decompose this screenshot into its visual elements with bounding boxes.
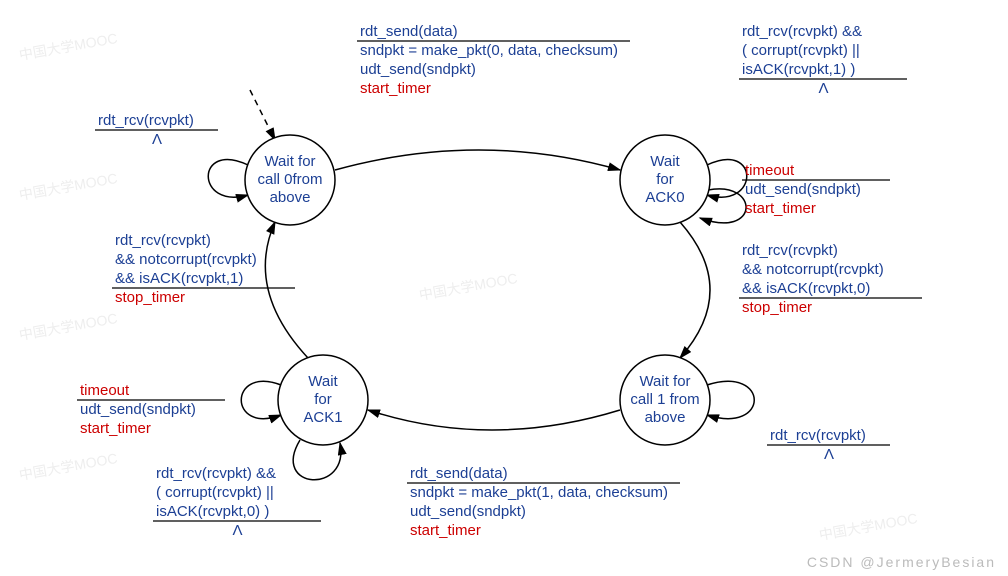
svg-text:stop_timer: stop_timer <box>742 299 812 316</box>
svg-text:rdt_rcv(rcvpkt) &&: rdt_rcv(rcvpkt) && <box>156 465 276 482</box>
svg-text:stop_timer: stop_timer <box>115 289 185 306</box>
svg-text:ACK1: ACK1 <box>303 409 342 426</box>
svg-text:start_timer: start_timer <box>410 522 481 539</box>
svg-text:call 0from: call 0from <box>257 171 322 188</box>
svg-text:timeout: timeout <box>80 382 130 399</box>
attribution: CSDN @JermeryBesian <box>807 554 996 570</box>
svg-text:timeout: timeout <box>745 162 795 179</box>
svg-text:&& notcorrupt(rcvpkt): && notcorrupt(rcvpkt) <box>115 251 257 268</box>
svg-text:call 1 from: call 1 from <box>630 391 699 408</box>
svg-text:Wait for: Wait for <box>264 153 315 170</box>
svg-text:Wait for: Wait for <box>639 373 690 390</box>
state-s0: Wait forcall 0fromabove <box>245 135 335 225</box>
svg-text:isACK(rcvpkt,1) ): isACK(rcvpkt,1) ) <box>742 61 855 78</box>
svg-text:中国大学MOOC: 中国大学MOOC <box>18 170 119 203</box>
svg-text:&& isACK(rcvpkt,0): && isACK(rcvpkt,0) <box>742 280 870 297</box>
svg-text:rdt_send(data): rdt_send(data) <box>410 465 508 482</box>
svg-text:Λ: Λ <box>152 131 162 148</box>
svg-text:中国大学MOOC: 中国大学MOOC <box>18 450 119 483</box>
svg-text:sndpkt = make_pkt(0, data, che: sndpkt = make_pkt(0, data, checksum) <box>360 42 618 59</box>
state-a1: WaitforACK1 <box>278 355 368 445</box>
svg-text:start_timer: start_timer <box>360 80 431 97</box>
svg-text:中国大学MOOC: 中国大学MOOC <box>418 270 519 303</box>
svg-text:中国大学MOOC: 中国大学MOOC <box>818 510 919 543</box>
svg-text:ACK0: ACK0 <box>645 189 684 206</box>
svg-text:中国大学MOOC: 中国大学MOOC <box>18 30 119 63</box>
svg-text:above: above <box>270 189 311 206</box>
svg-text:rdt_send(data): rdt_send(data) <box>360 23 458 40</box>
svg-text:rdt_rcv(rcvpkt): rdt_rcv(rcvpkt) <box>770 427 866 444</box>
svg-text:sndpkt = make_pkt(1, data, che: sndpkt = make_pkt(1, data, checksum) <box>410 484 668 501</box>
svg-text:udt_send(sndpkt): udt_send(sndpkt) <box>410 503 526 520</box>
svg-text:Λ: Λ <box>233 522 243 539</box>
svg-text:udt_send(sndpkt): udt_send(sndpkt) <box>80 401 196 418</box>
svg-text:above: above <box>645 409 686 426</box>
svg-text:rdt_rcv(rcvpkt): rdt_rcv(rcvpkt) <box>98 112 194 129</box>
svg-text:Λ: Λ <box>824 446 834 463</box>
svg-text:start_timer: start_timer <box>80 420 151 437</box>
svg-text:Λ: Λ <box>819 80 829 97</box>
svg-text:start_timer: start_timer <box>745 200 816 217</box>
svg-text:中国大学MOOC: 中国大学MOOC <box>18 310 119 343</box>
state-a0: WaitforACK0 <box>620 135 710 225</box>
state-s1: Wait forcall 1 fromabove <box>620 355 710 445</box>
svg-text:rdt_rcv(rcvpkt) &&: rdt_rcv(rcvpkt) && <box>742 23 862 40</box>
svg-text:isACK(rcvpkt,0) ): isACK(rcvpkt,0) ) <box>156 503 269 520</box>
svg-text:&& notcorrupt(rcvpkt): && notcorrupt(rcvpkt) <box>742 261 884 278</box>
svg-text:Wait: Wait <box>308 373 338 390</box>
svg-text:Wait: Wait <box>650 153 680 170</box>
svg-text:( corrupt(rcvpkt) ||: ( corrupt(rcvpkt) || <box>742 42 860 59</box>
svg-text:udt_send(sndpkt): udt_send(sndpkt) <box>745 181 861 198</box>
svg-text:rdt_rcv(rcvpkt): rdt_rcv(rcvpkt) <box>115 232 211 249</box>
svg-text:for: for <box>656 171 674 188</box>
svg-text:udt_send(sndpkt): udt_send(sndpkt) <box>360 61 476 78</box>
svg-text:for: for <box>314 391 332 408</box>
svg-text:&& isACK(rcvpkt,1): && isACK(rcvpkt,1) <box>115 270 243 287</box>
svg-text:rdt_rcv(rcvpkt): rdt_rcv(rcvpkt) <box>742 242 838 259</box>
svg-text:( corrupt(rcvpkt) ||: ( corrupt(rcvpkt) || <box>156 484 274 501</box>
fsm-diagram: 中国大学MOOC 中国大学MOOC 中国大学MOOC 中国大学MOOC 中国大学MOOC… <box>0 0 1008 576</box>
